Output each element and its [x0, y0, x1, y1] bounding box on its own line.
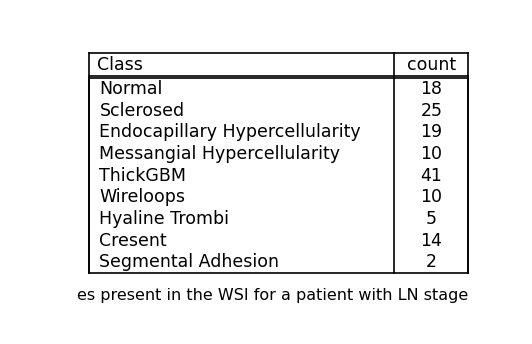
Text: 18: 18	[420, 80, 443, 98]
Text: 19: 19	[420, 123, 443, 141]
Text: count: count	[407, 56, 456, 74]
Text: 25: 25	[420, 102, 443, 120]
Text: 10: 10	[420, 189, 443, 206]
Text: Class: Class	[97, 56, 143, 74]
Text: 41: 41	[420, 167, 442, 185]
Text: Endocapillary Hypercellularity: Endocapillary Hypercellularity	[99, 123, 361, 141]
Text: Segmental Adhesion: Segmental Adhesion	[99, 253, 279, 271]
Text: Normal: Normal	[99, 80, 163, 98]
Text: es present in the WSI for a patient with LN stage: es present in the WSI for a patient with…	[77, 288, 468, 303]
Text: Messangial Hypercellularity: Messangial Hypercellularity	[99, 145, 340, 163]
Text: Hyaline Trombi: Hyaline Trombi	[99, 210, 229, 228]
Text: Cresent: Cresent	[99, 232, 167, 250]
Text: Sclerosed: Sclerosed	[99, 102, 185, 120]
Text: ThickGBM: ThickGBM	[99, 167, 187, 185]
Text: 2: 2	[426, 253, 437, 271]
Text: 14: 14	[420, 232, 442, 250]
Text: 10: 10	[420, 145, 443, 163]
Text: Wireloops: Wireloops	[99, 189, 186, 206]
Text: 5: 5	[426, 210, 437, 228]
